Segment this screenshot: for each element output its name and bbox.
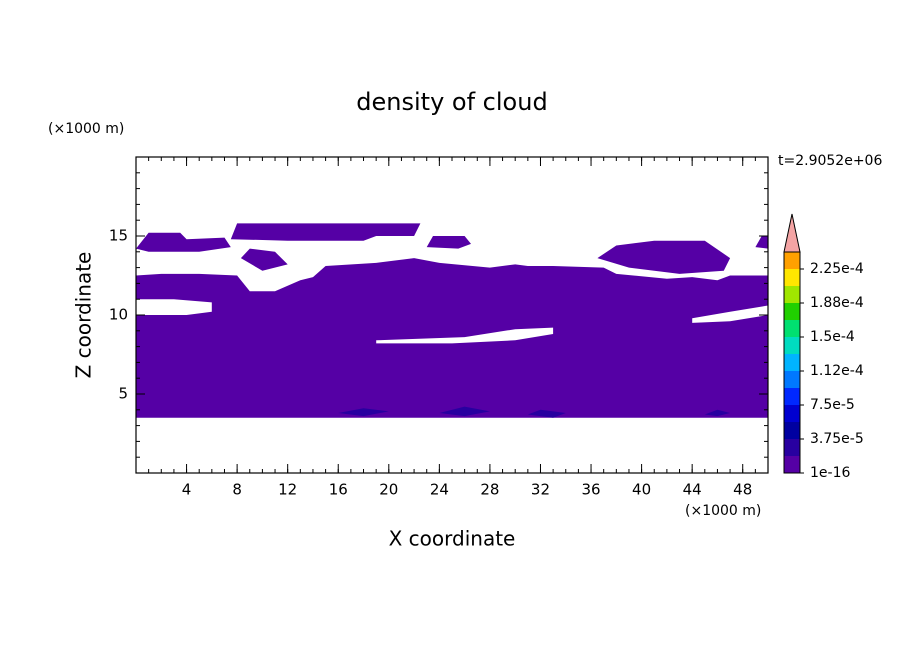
x-tick-label: 8 [232, 481, 242, 499]
contour-region [755, 236, 768, 249]
y-tick-label: 10 [109, 306, 128, 324]
x-tick-label: 48 [733, 481, 752, 499]
x-tick-label: 16 [329, 481, 348, 499]
time-label: t=2.9052e+06 [778, 153, 882, 169]
colorbar-band [784, 456, 800, 473]
colorbar-band [784, 388, 800, 405]
y-tick-label: 5 [118, 385, 128, 403]
x-tick-label: 32 [531, 481, 550, 499]
contour-region [231, 223, 421, 240]
x-tick-label: 4 [182, 481, 192, 499]
colorbar-band [784, 269, 800, 286]
colorbar-band [784, 286, 800, 303]
colorbar-extend [784, 214, 800, 252]
x-axis-label: X coordinate [389, 527, 516, 551]
colorbar-tick-label: 1.5e-4 [810, 329, 855, 345]
colorbar-tick-label: 2.25e-4 [810, 261, 864, 277]
colorbar-tick-label: 1e-16 [810, 465, 850, 481]
colorbar-tick-label: 3.75e-5 [810, 431, 864, 447]
colorbar-band [784, 371, 800, 388]
colorbar-tick-label: 1.12e-4 [810, 363, 864, 379]
contour-region [241, 249, 288, 271]
contour-region [136, 233, 231, 252]
x-unit: (×1000 m) [685, 503, 761, 519]
y-unit: (×1000 m) [48, 121, 124, 137]
colorbar-band [784, 405, 800, 422]
colorbar-band [784, 252, 800, 269]
colorbar-tick-label: 1.88e-4 [810, 295, 864, 311]
colorbar-band [784, 303, 800, 320]
contour-region [597, 241, 730, 274]
x-tick-label: 20 [379, 481, 398, 499]
y-axis-label: Z coordinate [72, 252, 96, 379]
x-tick-label: 24 [430, 481, 449, 499]
x-tick-label: 28 [480, 481, 499, 499]
x-tick-label: 36 [581, 481, 600, 499]
x-tick-label: 44 [683, 481, 702, 499]
x-tick-label: 12 [278, 481, 297, 499]
colorbar-band [784, 422, 800, 439]
chart: density of cloud (×1000 m) t=2.9052e+06 … [0, 0, 904, 654]
contour-region [427, 236, 471, 249]
colorbar-band [784, 337, 800, 354]
colorbar-band [784, 439, 800, 456]
colorbar-band [784, 320, 800, 337]
y-tick-label: 15 [109, 227, 128, 245]
colorbar-band [784, 354, 800, 371]
x-tick-label: 40 [632, 481, 651, 499]
colorbar-tick-label: 7.5e-5 [810, 397, 855, 413]
chart-title: density of cloud [356, 88, 547, 116]
contour-region [136, 258, 768, 418]
